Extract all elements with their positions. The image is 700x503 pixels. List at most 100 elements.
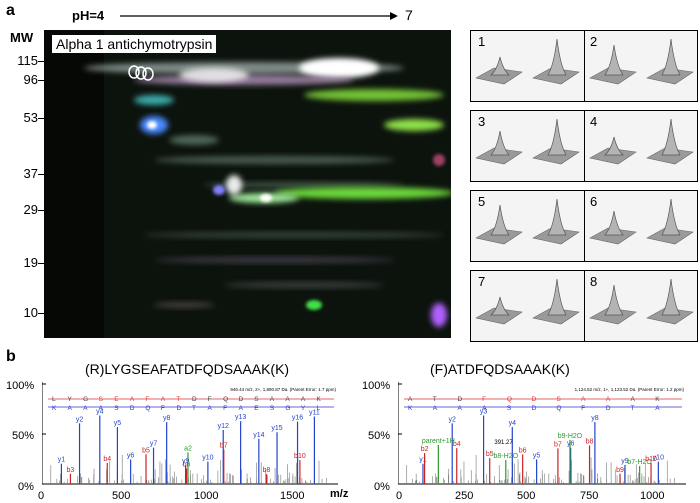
- surface-peak: [532, 38, 580, 85]
- bottom-sequence-residue: S: [114, 405, 119, 412]
- top-sequence-residue: A: [631, 396, 636, 403]
- bottom-sequence-residue: S: [507, 405, 512, 412]
- spectrum-1-ytick-50: 50%: [12, 430, 35, 442]
- top-sequence-residue: K: [655, 396, 660, 403]
- top-sequence-residue: L: [52, 396, 56, 403]
- surface-peak: [589, 284, 637, 325]
- spectrum-1-xunit: m/z: [330, 488, 349, 500]
- spectrum-1-xtick-500: 500: [112, 490, 131, 502]
- ph-label: pH=4: [72, 8, 105, 23]
- ion-label: y9: [182, 458, 190, 465]
- top-sequence-residue: Y: [68, 396, 73, 403]
- ion-label: b6: [183, 462, 191, 469]
- top-sequence-residue: D: [532, 396, 537, 403]
- mw-marker-115: 115: [17, 53, 38, 68]
- panel-a-label: a: [6, 2, 15, 19]
- top-sequence-residue: F: [482, 396, 486, 403]
- ion-label: y4: [96, 409, 104, 416]
- top-sequence-residue: T: [433, 396, 437, 403]
- surface-peak: [475, 204, 523, 245]
- mw-tick: [38, 263, 44, 264]
- ion-label: a2: [184, 445, 192, 452]
- top-sequence-residue: A: [606, 396, 611, 403]
- top-sequence-residue: Q: [223, 396, 228, 403]
- surface-peak: [646, 198, 694, 245]
- top-sequence-residue: D: [192, 396, 197, 403]
- bottom-sequence-residue: D: [606, 405, 611, 412]
- mw-tick: [38, 80, 44, 81]
- spectrum-1-ytick-100: 100%: [6, 380, 35, 392]
- top-sequence-residue: F: [145, 396, 149, 403]
- bottom-sequence-residue: S: [270, 405, 275, 412]
- top-sequence-residue: G: [83, 396, 88, 403]
- spectrum-1-xtick-1000: 1000: [194, 490, 219, 502]
- bottom-sequence-residue: A: [655, 405, 660, 412]
- surface-peak: [589, 210, 637, 245]
- top-sequence-residue: Q: [507, 396, 512, 403]
- spectrum-2-xtick-250: 250: [455, 490, 474, 502]
- ion-label: b7: [554, 441, 562, 448]
- ion-label: y2: [76, 416, 84, 423]
- spectrum-2-title: (F)ATDFQDSAAAK(K): [430, 361, 570, 377]
- top-sequence-residue: S: [99, 396, 104, 403]
- ion-label: y5: [114, 420, 122, 427]
- bottom-sequence-residue: F: [223, 405, 227, 412]
- mw-tick: [38, 313, 44, 314]
- ion-label: y4: [509, 420, 517, 427]
- ion-label: b8: [263, 467, 271, 474]
- ion-label: b3: [67, 467, 75, 474]
- ion-label: y2: [449, 416, 457, 423]
- thumbnail-number-7: 7: [478, 274, 486, 289]
- mw-marker-37: 37: [23, 166, 38, 181]
- bottom-sequence-residue: T: [192, 405, 196, 412]
- mw-tick: [38, 61, 44, 62]
- ion-label: b10: [294, 453, 306, 460]
- thumbnail-number-1: 1: [478, 34, 486, 49]
- ion-label: y1: [58, 457, 66, 464]
- mw-marker-96: 96: [23, 72, 38, 87]
- divider: [584, 270, 585, 341]
- top-sequence-residue: T: [176, 396, 180, 403]
- mw-marker-10: 10: [23, 305, 38, 320]
- mw-axis-label: MW: [10, 30, 34, 45]
- ion-label: b9: [616, 467, 624, 474]
- ion-label: y7: [150, 441, 158, 448]
- divider: [584, 110, 585, 181]
- ion-label: b5: [486, 451, 494, 458]
- spot-3d-thumbnails: 1 2 3 4 5 6 7 8: [470, 30, 698, 342]
- ion-label: b4: [453, 441, 461, 448]
- ion-label: b8: [586, 438, 594, 445]
- ion-label: y9: [621, 458, 629, 465]
- bottom-sequence-residue: A: [433, 405, 438, 412]
- bottom-sequence-residue: F: [161, 405, 165, 412]
- spectrum-2-xtick-1000: 1000: [640, 490, 665, 502]
- spectrum-1-title: (R)LYGSEAFATDFQDSAAAK(K): [85, 361, 290, 377]
- divider: [584, 30, 585, 101]
- bottom-sequence-residue: K: [408, 405, 413, 412]
- ion-label: y6: [567, 441, 575, 448]
- bottom-sequence-residue: D: [130, 405, 135, 412]
- thumbnail-number-6: 6: [590, 194, 598, 209]
- ion-label: b9-H2O: [558, 433, 583, 440]
- spectrum-1-xtick-1500: 1500: [280, 490, 305, 502]
- bottom-sequence-residue: E: [254, 405, 259, 412]
- panel-b-label: b: [6, 348, 16, 365]
- spectrum-2-ytick-100: 100%: [362, 380, 391, 392]
- thumbnail-number-8: 8: [590, 274, 598, 289]
- ion-label: y5: [533, 452, 541, 459]
- surface-peak: [646, 38, 694, 85]
- ion-label: b2: [421, 446, 429, 453]
- surface-peak: [532, 198, 580, 245]
- top-sequence-residue: S: [556, 396, 561, 403]
- surface-peak: [646, 278, 694, 325]
- ion-label: b6: [519, 447, 527, 454]
- ion-label: b7-H2O: [627, 459, 652, 466]
- mw-tick: [38, 174, 44, 175]
- spectrum-1-ytick-0: 0%: [18, 481, 34, 493]
- top-sequence-residue: E: [114, 396, 119, 403]
- top-sequence-residue: A: [270, 396, 275, 403]
- ph-arrow: [120, 12, 398, 20]
- ion-label: b10: [645, 456, 657, 463]
- ion-label: y10: [202, 455, 213, 462]
- gel-spots: [44, 30, 451, 338]
